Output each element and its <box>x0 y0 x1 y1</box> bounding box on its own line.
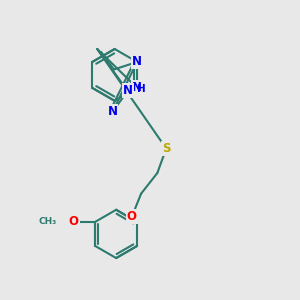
Text: S: S <box>162 142 170 155</box>
Text: N: N <box>132 56 142 68</box>
Text: N: N <box>132 81 142 94</box>
Text: H: H <box>137 85 146 94</box>
Text: O: O <box>127 210 137 223</box>
Text: CH₃: CH₃ <box>39 217 57 226</box>
Text: O: O <box>69 215 79 228</box>
Text: N: N <box>107 105 118 119</box>
Text: N: N <box>123 84 133 98</box>
